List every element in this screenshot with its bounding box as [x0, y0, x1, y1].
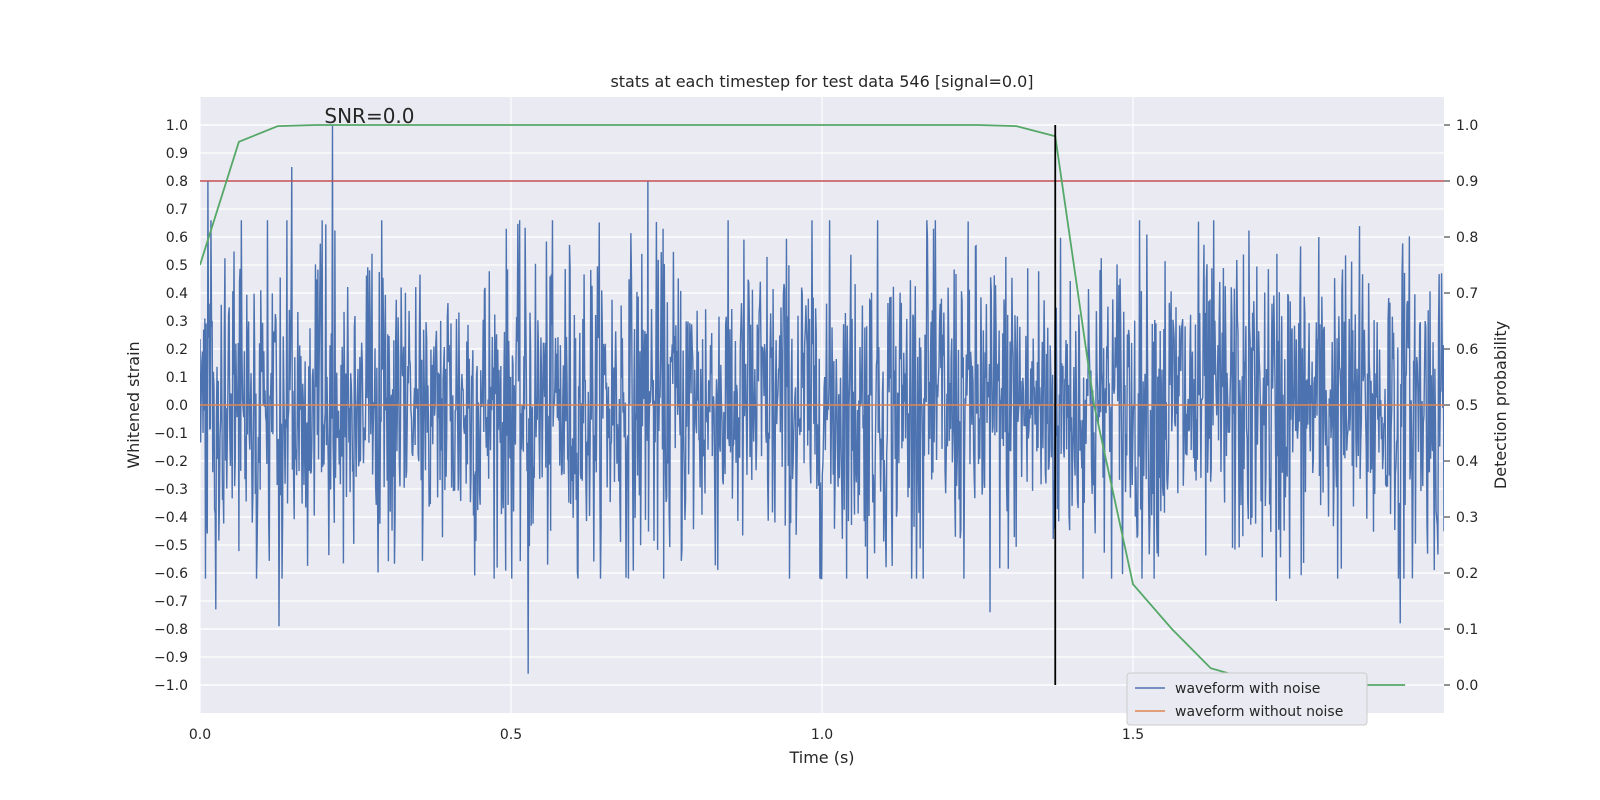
- y-tick-label: −1.0: [154, 678, 188, 694]
- x-axis-label: Time (s): [788, 748, 854, 767]
- y-tick-label: −0.2: [154, 454, 188, 470]
- y2-tick-label: 0.9: [1456, 174, 1478, 190]
- y-tick-label: 0.5: [166, 258, 188, 274]
- y-tick-label: −0.5: [154, 538, 188, 554]
- y-tick-label: −0.4: [154, 510, 188, 526]
- y-tick-label: 0.3: [166, 314, 188, 330]
- y2-tick-label: 0.1: [1456, 622, 1478, 638]
- y2-tick-label: 0.2: [1456, 566, 1478, 582]
- y-tick-label: −0.9: [154, 650, 188, 666]
- y2-tick-label: 0.0: [1456, 678, 1478, 694]
- x-tick-label: 0.5: [500, 727, 522, 743]
- y-tick-label: −0.1: [154, 426, 188, 442]
- y-axis-label: Whitened strain: [124, 341, 143, 468]
- y-tick-label: 0.1: [166, 370, 188, 386]
- x-tick-label: 1.5: [1122, 727, 1144, 743]
- legend: waveform with noise waveform without noi…: [1126, 672, 1368, 726]
- y2-tick-label: 1.0: [1456, 118, 1478, 134]
- y-tick-label: 0.0: [166, 398, 188, 414]
- y2-tick-label: 0.8: [1456, 230, 1478, 246]
- chart-title: stats at each timestep for test data 546…: [610, 72, 1033, 91]
- y2-tick-label: 0.6: [1456, 342, 1478, 358]
- y2-tick-label: 0.5: [1456, 398, 1478, 414]
- legend-label-waveform-without-noise: waveform without noise: [1175, 704, 1343, 720]
- y-tick-label: −0.3: [154, 482, 188, 498]
- snr-annotation: SNR=0.0: [324, 104, 414, 128]
- y-tick-label: 0.4: [166, 286, 188, 302]
- tick-labels: 0.0 0.5 1.0 1.5 1.0 0.9 0.8 0.7 0.6 0.5 0.4 0.3 0.2 0…: [154, 118, 1478, 743]
- y2-tick-label: 0.7: [1456, 286, 1478, 302]
- y-tick-label: 0.7: [166, 202, 188, 218]
- legend-box: [1126, 672, 1368, 726]
- y-tick-label: 0.2: [166, 342, 188, 358]
- y-tick-label: 0.9: [166, 146, 188, 162]
- y-tick-label: −0.8: [154, 622, 188, 638]
- series-layer: [200, 124, 1444, 686]
- y-tick-label: −0.6: [154, 566, 188, 582]
- y2-tick-label: 0.3: [1456, 510, 1478, 526]
- y-tick-label: 1.0: [166, 118, 188, 134]
- x-tick-label: 0.0: [189, 727, 211, 743]
- legend-label-waveform-with-noise: waveform with noise: [1175, 681, 1320, 697]
- y-tick-label: 0.8: [166, 174, 188, 190]
- x-tick-label: 1.0: [811, 727, 833, 743]
- series-detection-probability: [200, 124, 1406, 686]
- y2-tick-label: 0.4: [1456, 454, 1478, 470]
- y-tick-label: −0.7: [154, 594, 188, 610]
- y-tick-label: 0.6: [166, 230, 188, 246]
- y2-axis-label: Detection probability: [1491, 321, 1510, 489]
- series-waveform-with-noise: [200, 124, 1444, 674]
